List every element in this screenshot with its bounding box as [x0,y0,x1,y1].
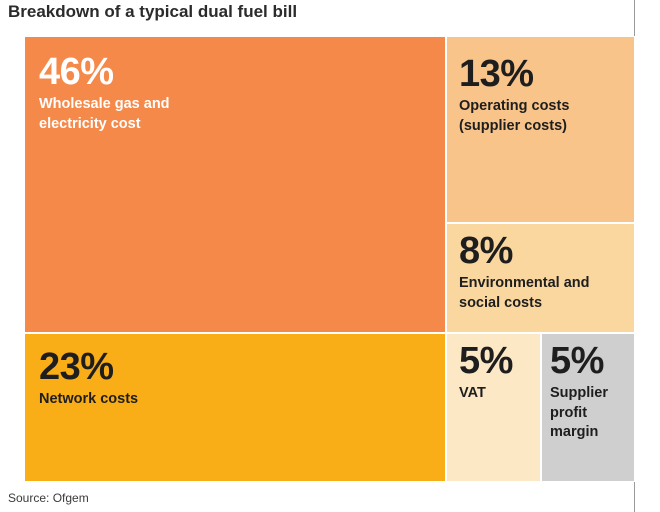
label-line: Supplier [550,385,609,401]
label-line: profit [550,404,588,421]
segment-network-value: 23% [39,346,114,388]
source-note: Source: Ofgem [8,491,89,505]
segment-vat: 5% VAT [446,333,541,482]
segment-network: 23% Network costs [24,333,446,482]
label-line: Network costs [39,391,139,407]
label-line: Environmental and [459,275,590,291]
segment-operating-label: Operating costs (supplier costs) [459,97,622,136]
chart-title: Breakdown of a typical dual fuel bill [8,2,298,21]
label-line: social costs [459,294,543,311]
segment-environmental-value: 8% [459,230,513,272]
label-line: (supplier costs) [459,117,567,134]
label-line: margin [550,424,599,441]
segment-operating-value: 13% [459,53,534,95]
segment-profit-margin-label: Supplier profit margin [550,384,626,443]
segment-environmental: 8% Environmental and social costs [446,223,635,333]
segment-operating: 13% Operating costs (supplier costs) [446,36,635,223]
segment-wholesale: 46% Wholesale gas and electricity cost [24,36,446,333]
label-line: VAT [459,385,486,401]
segment-vat-value: 5% [459,340,513,382]
segment-wholesale-label: Wholesale gas and electricity cost [39,95,431,134]
segment-profit-margin-value: 5% [550,340,604,382]
label-line: electricity cost [39,115,141,132]
segment-profit-margin: 5% Supplier profit margin [541,333,635,482]
treemap-chart: 46% Wholesale gas and electricity cost 1… [24,36,635,482]
label-line: Operating costs [459,98,570,114]
segment-environmental-label: Environmental and social costs [459,274,622,313]
label-line: Wholesale gas and [39,96,170,112]
segment-vat-label: VAT [459,384,528,404]
segment-network-label: Network costs [39,390,431,410]
segment-wholesale-value: 46% [39,51,114,93]
